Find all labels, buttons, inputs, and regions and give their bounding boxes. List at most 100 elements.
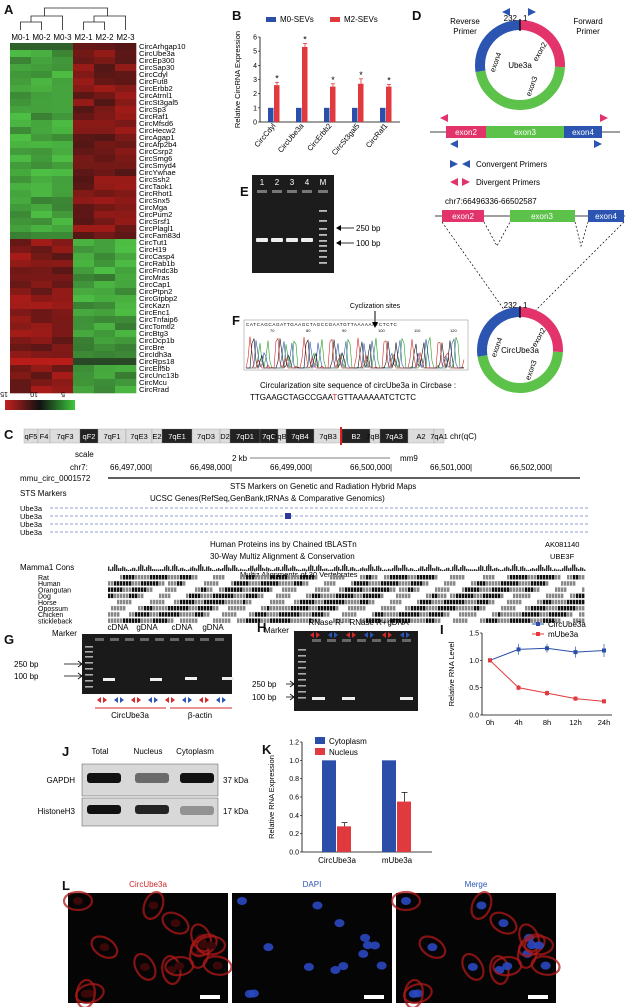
alignment-block <box>426 606 429 611</box>
heatmap-cell <box>10 330 32 338</box>
cell-cytoplasm <box>470 890 493 920</box>
heatmap-cell <box>10 99 32 107</box>
primer-icon <box>334 632 338 638</box>
panel-c-label: C <box>4 427 14 442</box>
alignment-block <box>237 587 240 592</box>
heatmap-cell <box>31 386 53 394</box>
kda-label: 37 kDa <box>223 776 249 785</box>
alignment-block <box>300 575 303 580</box>
alignment-block <box>549 606 552 611</box>
alignment-block <box>192 593 195 599</box>
alignment-block <box>237 581 240 586</box>
heatmap-cell <box>94 281 116 289</box>
alignment-block <box>174 587 177 592</box>
heatmap-cell <box>94 148 116 156</box>
conservation-bar <box>572 564 574 571</box>
conservation-bar <box>434 568 436 571</box>
heatmap-row-label: CircTnfaip6 <box>139 315 178 324</box>
alignment-block <box>231 581 234 586</box>
alignment-block <box>474 587 477 592</box>
forward-primer-label: Primer <box>576 27 600 36</box>
junction-label: 232 <box>504 14 518 23</box>
heatmap-row-label: CircMfsd6 <box>139 119 173 128</box>
alignment-block <box>384 575 387 580</box>
alignment-block <box>150 606 153 611</box>
alignment-block <box>375 581 378 586</box>
conservation-bar <box>210 568 212 571</box>
alignment-block <box>153 606 156 611</box>
exon-label: exon3 <box>523 359 538 381</box>
conservation-bar <box>500 569 502 571</box>
alignment-block <box>279 612 282 617</box>
heatmap-cell <box>73 211 95 219</box>
conservation-bar <box>366 568 368 571</box>
heatmap-cell <box>73 92 95 100</box>
divergent-label: Divergent Primers <box>476 178 540 187</box>
heatmap-row-label: CircRab1b <box>139 259 175 268</box>
heatmap-row-label: CircRrad <box>139 385 169 394</box>
chromatogram-f: Cyclization sitesCATCAGCAGATTGAAGCTAGCCG… <box>243 303 469 402</box>
alignment-block <box>564 606 567 611</box>
alignment-block <box>375 575 378 580</box>
read-position: 90 <box>342 328 347 333</box>
conservation-bar <box>116 564 118 571</box>
heatmap-cell <box>52 344 74 352</box>
alignment-block <box>429 599 432 605</box>
alignment-block <box>558 606 561 611</box>
heatmap-cell <box>52 99 74 107</box>
conservation-bar <box>186 569 188 571</box>
alignment-block <box>408 587 411 592</box>
primer-icon <box>310 632 314 638</box>
bp-label: 250 bp <box>252 680 277 689</box>
alignment-block <box>309 593 312 599</box>
heatmap-cell <box>94 204 116 212</box>
heatmap-cell <box>73 281 95 289</box>
marker-label: Marker <box>264 626 289 635</box>
alignment-block <box>372 618 375 623</box>
alignment-block <box>162 606 165 611</box>
exon4-box <box>588 210 624 222</box>
heatmap-cell <box>31 365 53 373</box>
alignment-block <box>570 593 573 599</box>
alignment-block <box>477 587 480 592</box>
conservation-bar <box>120 568 122 571</box>
alignment-block <box>255 593 258 599</box>
alignment-block <box>366 575 369 580</box>
alignment-block <box>417 606 420 611</box>
heatmap-cell <box>31 197 53 205</box>
alignment-block <box>492 593 495 599</box>
conservation-bar <box>198 565 200 571</box>
alignment-block <box>399 581 402 586</box>
heatmap-cell <box>10 92 32 100</box>
alignment-block <box>129 599 132 605</box>
heatmap-cell <box>73 148 95 156</box>
gel-well <box>312 639 321 642</box>
alignment-block <box>213 575 216 580</box>
heatmap-cell <box>73 190 95 198</box>
conservation-bar <box>350 567 352 571</box>
alignment-block <box>450 606 453 611</box>
gel-well <box>372 639 381 642</box>
alignment-block <box>471 587 474 592</box>
heatmap-row-label: CircPtpn2 <box>139 287 172 296</box>
heatmap-cell <box>31 232 53 240</box>
alignment-block <box>501 612 504 617</box>
alignment-block <box>471 581 474 586</box>
heatmap-cell <box>94 246 116 254</box>
heatmap-row-label: CircEnc1 <box>139 308 170 317</box>
heatmap-cell <box>52 372 74 380</box>
alignment-block <box>132 581 135 586</box>
divergent-legend-icon <box>462 178 470 186</box>
alignment-block <box>306 618 309 623</box>
alignment-block <box>516 575 519 580</box>
heatmap-cell <box>52 183 74 191</box>
alignment-block <box>534 612 537 617</box>
gel-band <box>103 678 115 681</box>
alignment-block <box>543 612 546 617</box>
alignment-block <box>552 612 555 617</box>
alignment-block <box>384 581 387 586</box>
heatmap-cell <box>115 57 137 65</box>
alignment-block <box>282 575 285 580</box>
exon-label: exon3 <box>514 128 536 137</box>
species-label: Orangutan <box>38 587 71 594</box>
